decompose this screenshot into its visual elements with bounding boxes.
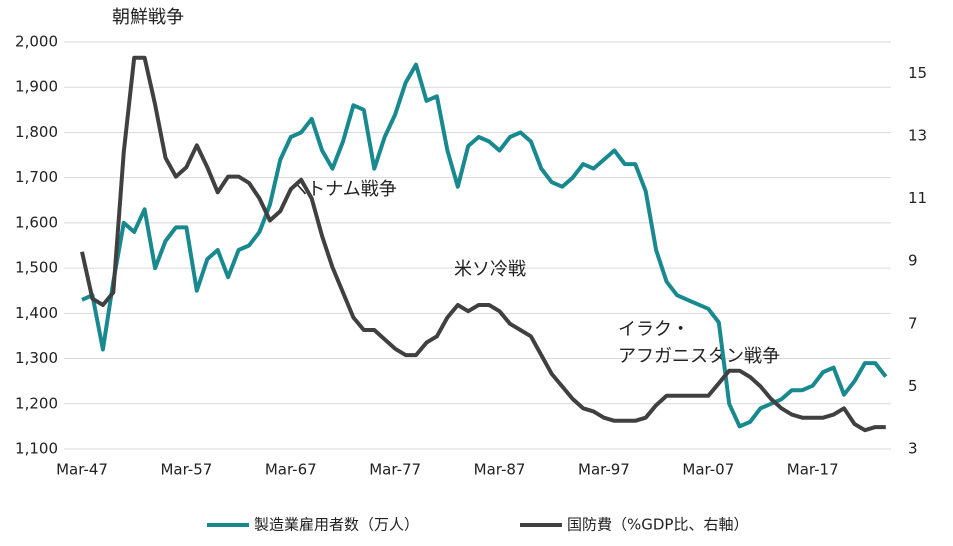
y-tick-label: 1,300 bbox=[15, 349, 58, 367]
x-tick-label: Mar-87 bbox=[474, 461, 526, 479]
y-tick-label: 1,600 bbox=[15, 213, 58, 231]
x-tick-label: Mar-77 bbox=[369, 461, 421, 479]
annotation: ベトナム戦争 bbox=[289, 179, 396, 200]
y2-tick-label: 3 bbox=[908, 440, 918, 458]
line bbox=[80, 55, 886, 433]
annotation: アフガニスタン戦争 bbox=[618, 346, 780, 367]
line bbox=[81, 62, 888, 429]
y-tick-label: 1,500 bbox=[15, 259, 58, 277]
legend-label: 製造業雇用者数（万人） bbox=[254, 516, 419, 534]
x-tick-label: Mar-67 bbox=[265, 461, 317, 479]
x-tick-label: Mar-17 bbox=[787, 461, 839, 479]
y-tick-label: 1,800 bbox=[15, 123, 58, 141]
y-tick-label: 1,200 bbox=[15, 394, 58, 412]
annotation: 朝鮮戦争 bbox=[112, 7, 184, 28]
y-tick-label: 1,100 bbox=[15, 440, 58, 458]
y-tick-label: 1,700 bbox=[15, 168, 58, 186]
y-tick-label: 1,400 bbox=[15, 304, 58, 322]
y2-tick-label: 11 bbox=[908, 189, 927, 207]
y2-tick-label: 9 bbox=[908, 252, 918, 270]
y-tick-label: 1,900 bbox=[15, 78, 58, 96]
x-tick-label: Mar-47 bbox=[56, 461, 108, 479]
annotation: イラク・ bbox=[618, 319, 690, 340]
y2-tick-label: 7 bbox=[908, 314, 918, 332]
x-tick-label: Mar-07 bbox=[682, 461, 734, 479]
y2-tick-label: 15 bbox=[908, 64, 927, 82]
legend-label: 国防費（%GDP比、右軸） bbox=[567, 516, 748, 534]
y-tick-label: 2,000 bbox=[15, 33, 58, 51]
y2-tick-label: 5 bbox=[908, 377, 918, 395]
annotation: 米ソ冷戦 bbox=[454, 259, 526, 280]
x-tick-label: Mar-97 bbox=[578, 461, 630, 479]
x-tick-label: Mar-57 bbox=[160, 461, 212, 479]
y2-tick-label: 13 bbox=[908, 126, 927, 144]
